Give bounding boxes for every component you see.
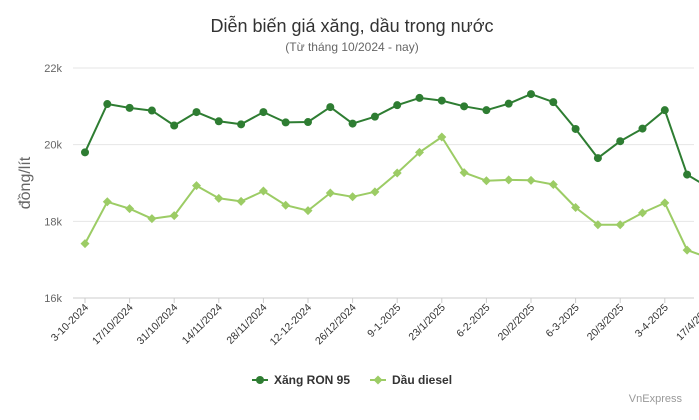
data-point[interactable] (415, 93, 424, 102)
legend-marker (256, 376, 264, 384)
data-point[interactable] (526, 175, 536, 185)
data-point[interactable] (660, 198, 670, 208)
x-tick-label: 14/11/2024 (180, 302, 225, 347)
x-tick-label: 26/12/2024 (313, 302, 359, 348)
data-point[interactable] (504, 99, 513, 108)
y-axis-ticks: 16k 18k 20k 22k (44, 63, 62, 305)
data-point[interactable] (660, 106, 669, 115)
y-tick-label: 22k (44, 63, 62, 75)
data-point[interactable] (615, 220, 625, 230)
series-ron95 (81, 90, 699, 183)
data-point[interactable] (214, 193, 224, 203)
data-point[interactable] (80, 239, 90, 249)
data-point[interactable] (348, 119, 357, 128)
data-point[interactable] (482, 106, 491, 115)
data-point[interactable] (325, 188, 335, 198)
data-point[interactable] (237, 120, 246, 129)
data-point[interactable] (683, 170, 692, 179)
legend-marker (373, 375, 383, 385)
data-point[interactable] (638, 124, 647, 133)
data-point[interactable] (125, 103, 134, 112)
x-tick-label: 3-10-2024 (49, 302, 91, 344)
data-point[interactable] (527, 90, 535, 99)
data-point[interactable] (682, 245, 692, 255)
y-axis-label: đồng/lít (17, 156, 34, 209)
data-point[interactable] (571, 124, 580, 133)
data-point[interactable] (571, 203, 581, 213)
data-point[interactable] (281, 200, 291, 210)
data-point[interactable] (81, 148, 89, 157)
data-point[interactable] (304, 118, 312, 127)
x-tick-label: 9-1-2025 (365, 302, 403, 340)
data-point[interactable] (192, 108, 201, 117)
data-point[interactable] (504, 175, 514, 185)
x-tick-label: 20/3/2025 (585, 302, 627, 344)
y-tick-label: 18k (44, 216, 62, 228)
data-point[interactable] (125, 204, 135, 214)
data-point[interactable] (370, 112, 379, 121)
series-layer (80, 90, 699, 256)
chart-title: Diễn biến giá xăng, dầu trong nước (210, 15, 493, 36)
data-point[interactable] (326, 103, 335, 112)
data-point[interactable] (638, 208, 647, 218)
data-point[interactable] (393, 101, 402, 110)
data-point[interactable] (170, 121, 179, 130)
data-point[interactable] (259, 108, 268, 117)
data-point[interactable] (459, 168, 469, 178)
data-point[interactable] (102, 197, 112, 207)
x-tick-label: 28/11/2024 (224, 302, 269, 347)
data-point[interactable] (437, 132, 447, 142)
x-tick-label: 17/4/2025 (674, 302, 699, 344)
data-point[interactable] (392, 168, 402, 178)
chart-subtitle: (Từ tháng 10/2024 - nay) (285, 40, 418, 54)
x-tick-label: 31/10/2024 (135, 302, 181, 348)
y-tick-label: 16k (44, 293, 62, 305)
data-point[interactable] (236, 196, 246, 206)
data-point[interactable] (169, 211, 179, 221)
legend-label: Xăng RON 95 (274, 373, 350, 387)
data-point[interactable] (415, 147, 424, 157)
data-point[interactable] (258, 186, 268, 196)
x-tick-label: 20/2/2025 (496, 302, 538, 344)
credit-label: VnExpress (629, 393, 683, 405)
series-line (84, 136, 699, 256)
data-point[interactable] (147, 214, 157, 224)
legend-item-ron95[interactable]: Xăng RON 95 (252, 373, 350, 387)
x-tick-label: 17/10/2024 (90, 302, 136, 348)
data-point[interactable] (593, 154, 602, 163)
grid (73, 67, 694, 299)
data-point[interactable] (370, 187, 380, 197)
data-point[interactable] (437, 96, 446, 105)
data-point[interactable] (460, 102, 469, 111)
data-point[interactable] (549, 98, 558, 107)
legend: Xăng RON 95 Dầu diesel (252, 373, 452, 387)
data-point[interactable] (348, 192, 358, 202)
legend-item-diesel[interactable]: Dầu diesel (370, 373, 452, 387)
data-point[interactable] (281, 118, 290, 127)
y-tick-label: 20k (44, 140, 62, 152)
data-point[interactable] (303, 206, 313, 216)
data-point[interactable] (103, 100, 112, 109)
series-diesel (80, 132, 699, 256)
data-point[interactable] (147, 106, 156, 115)
data-point[interactable] (548, 180, 558, 190)
x-tick-label: 3-4-2025 (633, 302, 671, 340)
x-tick-label: 6-2-2025 (454, 302, 492, 340)
data-point[interactable] (214, 117, 223, 126)
data-point[interactable] (593, 220, 603, 230)
x-tick-label: 23/1/2025 (406, 302, 448, 344)
x-tick-label: 6-3-2025 (544, 302, 582, 340)
series-line (84, 93, 699, 183)
data-point[interactable] (481, 176, 491, 186)
data-point[interactable] (616, 137, 625, 146)
legend-label: Dầu diesel (392, 373, 452, 387)
x-tick-label: 12-12-2024 (268, 302, 315, 349)
data-point[interactable] (192, 181, 201, 191)
